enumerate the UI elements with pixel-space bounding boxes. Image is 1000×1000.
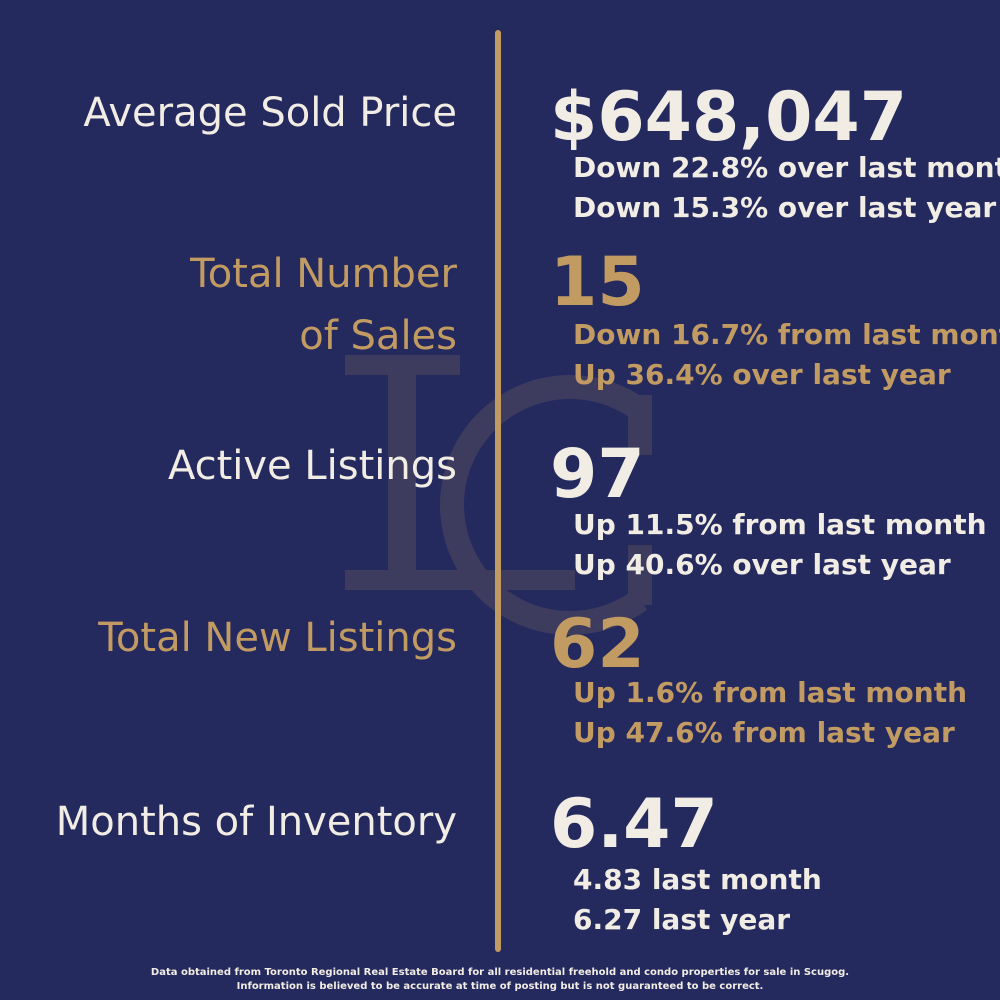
stat-label: Months of Inventory [55,799,457,845]
center-divider [495,30,501,952]
stat-note: Up 47.6% from last year [573,716,955,749]
stat-note: Down 16.7% from last month [573,318,1000,351]
disclaimer-line: Information is believed to be accurate a… [236,981,764,992]
stat-note: Up 40.6% over last year [573,548,951,581]
stat-label: Total Number of Sales [190,251,457,359]
stat-label: Total New Listings [98,615,457,661]
stat-label: Active Listings [167,443,457,489]
stat-label: Average Sold Price [83,90,457,136]
stat-note: Up 1.6% from last month [573,676,968,709]
stat-notes: Up 11.5% from last month Up 40.6% over l… [573,505,993,585]
stat-notes: 4.83 last month 6.27 last year [573,860,993,940]
stat-notes: Down 16.7% from last month Up 36.4% over… [573,315,1000,395]
stat-value: $648,047 [550,78,908,157]
stat-value: 62 [550,605,645,684]
stat-notes: Up 1.6% from last month Up 47.6% from la… [573,673,993,753]
stat-note: 4.83 last month [573,863,822,896]
stat-note: Up 36.4% over last year [573,358,951,391]
disclaimer-line: Data obtained from Toronto Regional Real… [150,967,850,978]
disclaimer-footer: Data obtained from Toronto Regional Real… [0,966,1000,994]
stat-note: Down 22.8% over last month [573,151,1000,184]
stat-note: Up 11.5% from last month [573,508,987,541]
lc-monogram-icon [345,355,652,635]
stat-note: Down 15.3% over last year [573,191,997,224]
stat-value: 15 [550,243,645,322]
stat-notes: Down 22.8% over last month Down 15.3% ov… [573,148,1000,228]
stat-value: 97 [550,435,645,514]
stat-note: 6.27 last year [573,903,791,936]
stat-value: 6.47 [550,785,718,864]
